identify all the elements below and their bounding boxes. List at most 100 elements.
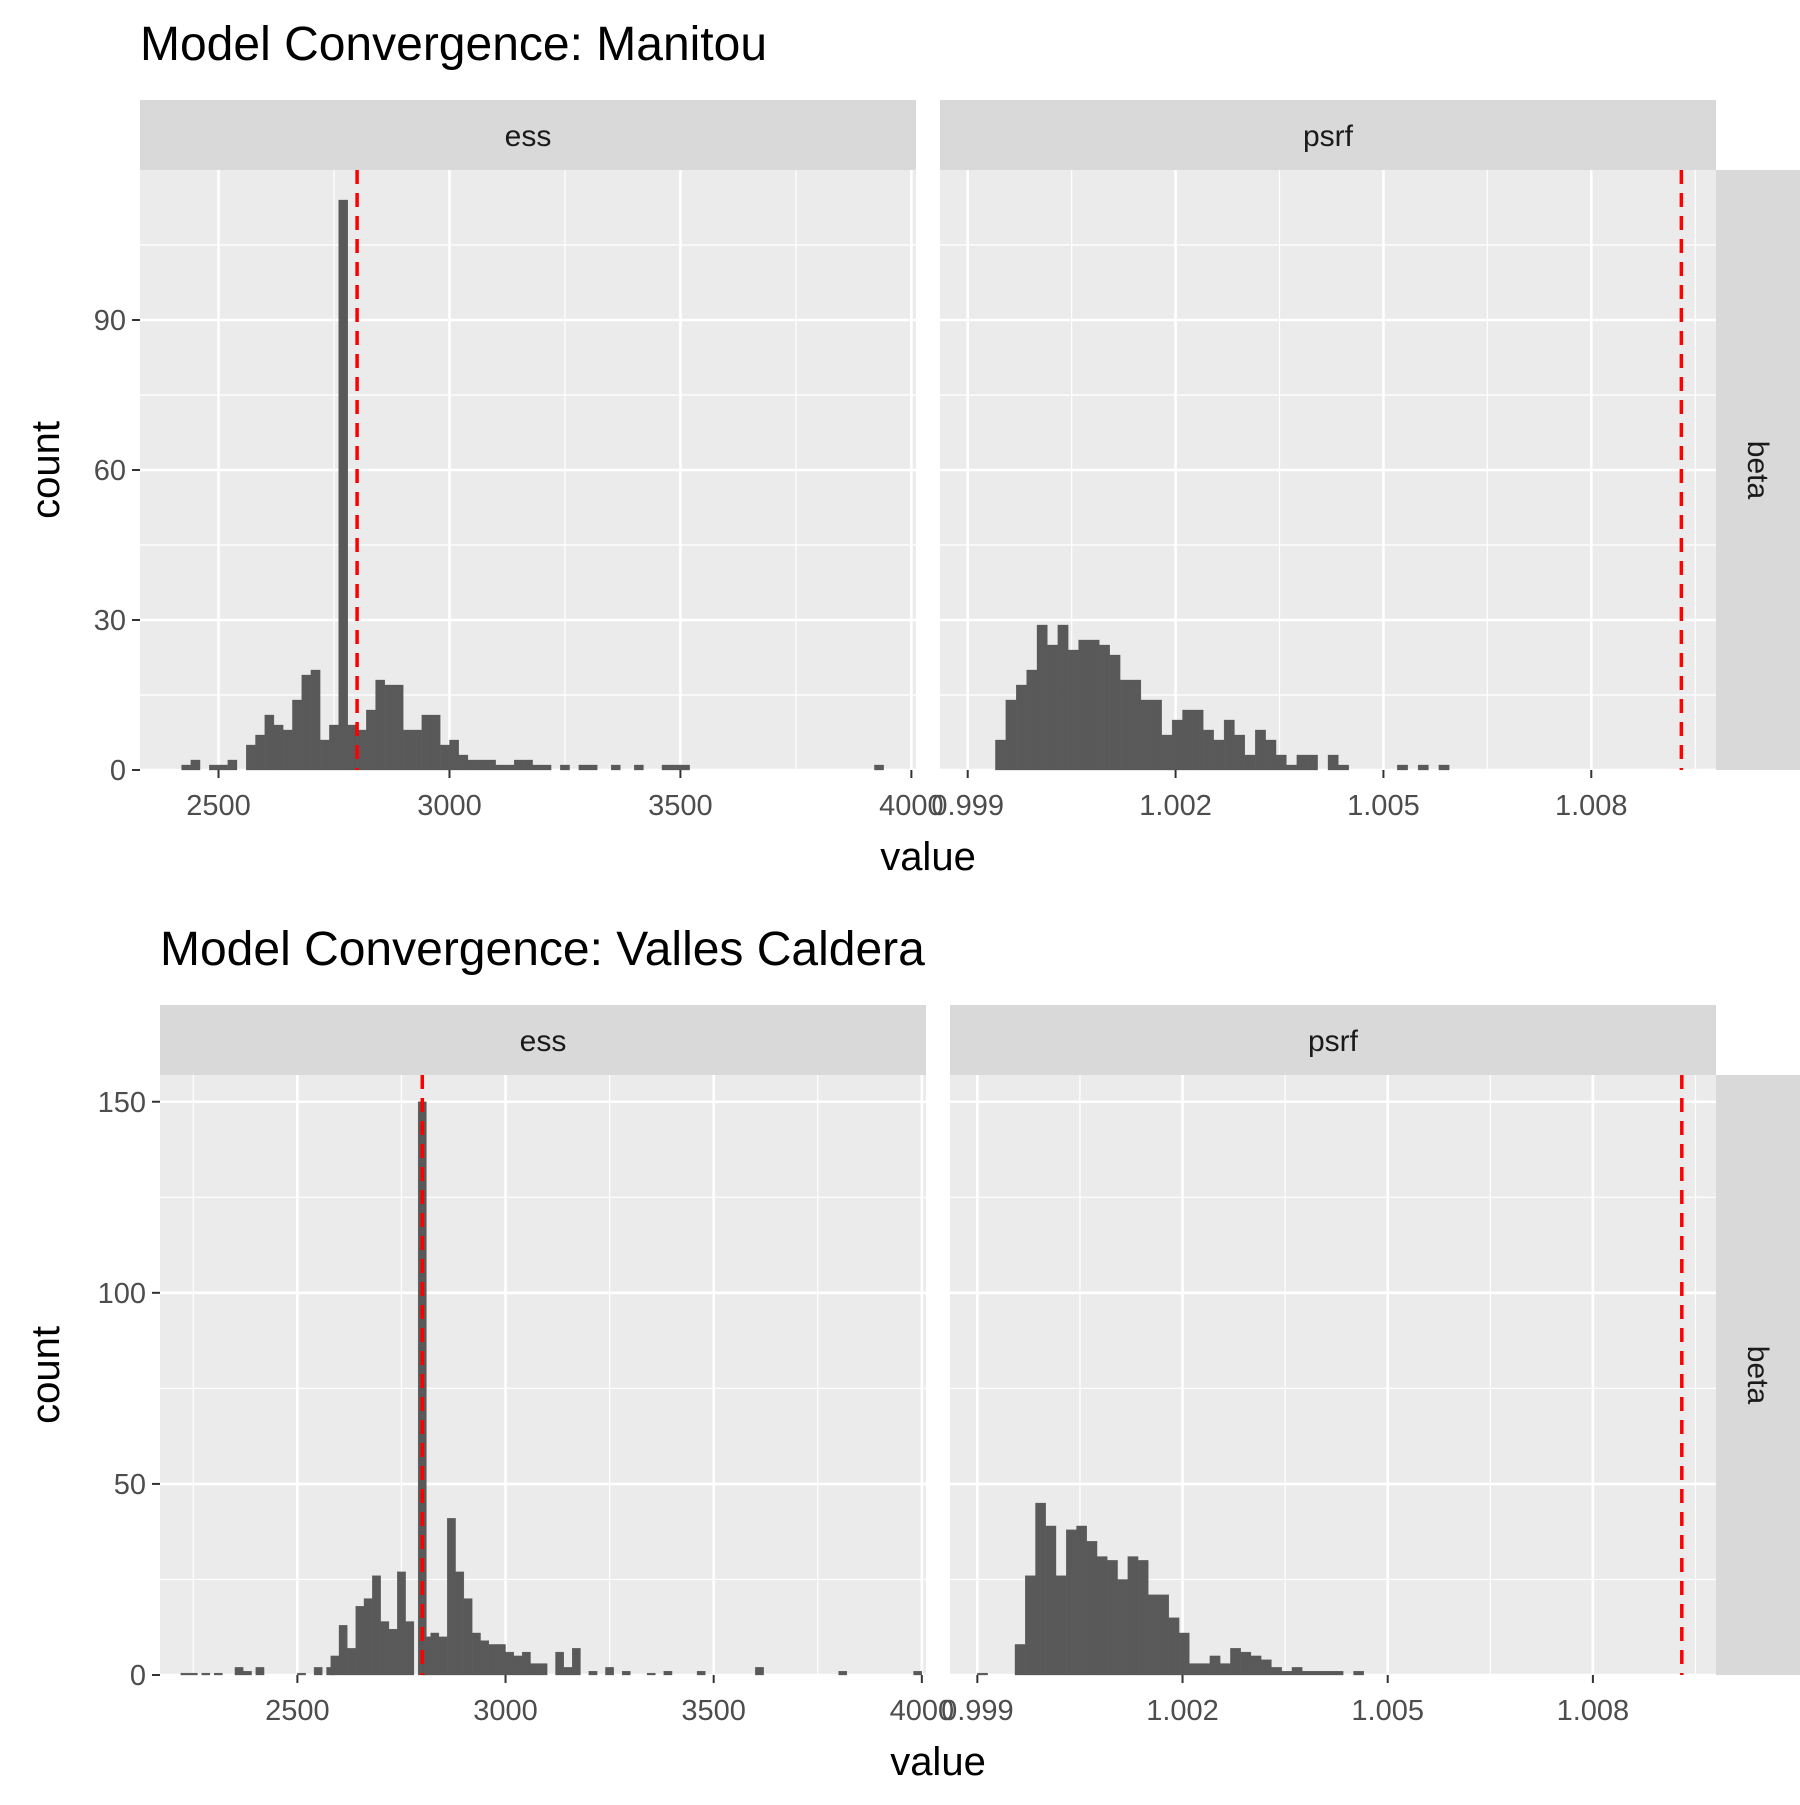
histogram-bar xyxy=(255,1667,265,1676)
histogram-bar xyxy=(1286,764,1297,771)
histogram-bar xyxy=(1158,1594,1170,1676)
y-tick-label: 90 xyxy=(94,305,126,337)
histogram-bar xyxy=(538,1663,548,1676)
facet-strip-label: psrf xyxy=(1303,120,1354,153)
histogram-bar xyxy=(467,759,478,771)
histogram-bar xyxy=(188,1672,198,1676)
histogram-bar xyxy=(1438,764,1450,771)
histogram-bar xyxy=(513,1655,523,1676)
histogram-bar xyxy=(1076,1525,1087,1676)
histogram-bar xyxy=(1117,1579,1128,1676)
x-tick-label: 2500 xyxy=(186,790,251,822)
y-tick-label: 100 xyxy=(98,1278,146,1310)
histogram-bar xyxy=(995,739,1006,771)
y-tick-label: 0 xyxy=(110,755,126,787)
histogram-bar xyxy=(1332,1671,1344,1676)
histogram-bar xyxy=(605,1667,614,1676)
histogram-bar xyxy=(663,1671,673,1676)
histogram-bar xyxy=(1161,734,1173,771)
histogram-bar xyxy=(588,1671,598,1676)
histogram-bar xyxy=(1086,1541,1098,1676)
histogram-bar xyxy=(388,1628,398,1676)
facet-panel-psrf: psrf 0.999 1.002 1.005 1.008 xyxy=(941,1005,1716,1727)
histogram-bar xyxy=(1220,1663,1231,1676)
histogram-bar xyxy=(366,709,376,771)
histogram-bar xyxy=(449,739,459,771)
histogram-bar xyxy=(338,199,349,771)
row-facet-strip xyxy=(1716,170,1800,770)
histogram-bar xyxy=(227,759,238,771)
histogram-bar xyxy=(477,759,487,771)
x-tick-label: 1.008 xyxy=(1555,790,1628,822)
histogram-bar xyxy=(1005,699,1017,771)
histogram-bar xyxy=(563,1667,573,1676)
histogram-bar xyxy=(495,764,506,771)
histogram-bar xyxy=(541,764,552,771)
histogram-bar xyxy=(523,759,533,771)
histogram-bar xyxy=(1312,1671,1323,1676)
histogram-bar xyxy=(913,1671,922,1676)
histogram-bar xyxy=(405,1621,415,1676)
histogram-bar xyxy=(1302,1671,1313,1676)
histogram-bar xyxy=(201,1672,211,1676)
histogram-bar xyxy=(874,764,884,771)
x-tick-label: 3000 xyxy=(473,1695,538,1727)
row-facet-label: beta xyxy=(1741,441,1774,500)
histogram-bar xyxy=(181,764,191,771)
histogram-bar xyxy=(497,1644,506,1676)
histogram-bar xyxy=(330,1655,340,1676)
histogram-bar xyxy=(393,684,404,771)
histogram-bar xyxy=(532,764,543,771)
histogram-bar xyxy=(1047,644,1058,771)
histogram-bar xyxy=(1182,709,1194,771)
histogram-bar xyxy=(1199,1663,1211,1676)
histogram-bar xyxy=(384,684,395,771)
histogram-bar xyxy=(319,739,330,771)
histogram-bar xyxy=(1025,1575,1036,1676)
histogram-bar xyxy=(1307,754,1318,771)
histogram-bar xyxy=(310,669,321,771)
histogram-bar xyxy=(1016,684,1027,771)
x-tick-label: 0.999 xyxy=(931,790,1004,822)
histogram-bar xyxy=(438,1636,448,1676)
histogram-bar xyxy=(680,764,690,771)
histogram-bar xyxy=(1109,654,1121,771)
x-tick-label: 1.002 xyxy=(1139,790,1212,822)
histogram-bar xyxy=(1250,1655,1262,1676)
y-axis-title: count xyxy=(24,1326,68,1424)
histogram-bar xyxy=(1353,1671,1364,1676)
histogram-bar xyxy=(1244,754,1256,771)
histogram-bar xyxy=(213,1672,223,1676)
histogram-bar xyxy=(1255,729,1266,771)
histogram-bar xyxy=(1271,1667,1282,1676)
facet-strip xyxy=(140,100,916,170)
histogram-bar xyxy=(458,754,469,771)
histogram-bar xyxy=(1014,1644,1026,1676)
histogram-bar xyxy=(1119,679,1131,771)
histogram-bar xyxy=(1168,1617,1180,1676)
histogram-bar xyxy=(513,759,524,771)
histogram-bar xyxy=(1045,1525,1057,1676)
histogram-bar xyxy=(1296,754,1308,771)
y-tick-label: 30 xyxy=(94,605,126,637)
histogram-bar xyxy=(1066,1529,1077,1676)
histogram-bar xyxy=(560,764,570,771)
histogram-bar xyxy=(363,1598,373,1676)
facet-panel-ess: ess 2500 3000 3500 4000 xyxy=(160,1005,954,1727)
histogram-bar xyxy=(1275,754,1287,771)
histogram-bar xyxy=(472,1632,481,1676)
histogram-bar xyxy=(1230,1648,1241,1676)
histogram-bar xyxy=(440,744,450,771)
histogram-bar xyxy=(1140,699,1152,771)
histogram-bar xyxy=(1130,679,1142,771)
histogram-bar xyxy=(571,1648,581,1676)
histogram-bar xyxy=(486,759,496,771)
histogram-bar xyxy=(246,744,256,771)
x-tick-label: 3500 xyxy=(681,1695,746,1727)
histogram-bar xyxy=(463,1598,473,1676)
histogram-bar xyxy=(218,764,228,771)
histogram-bar xyxy=(297,1672,306,1676)
histogram-bar xyxy=(180,1672,190,1676)
histogram-bar xyxy=(1240,1651,1252,1676)
x-tick-label: 4000 xyxy=(890,1695,955,1727)
